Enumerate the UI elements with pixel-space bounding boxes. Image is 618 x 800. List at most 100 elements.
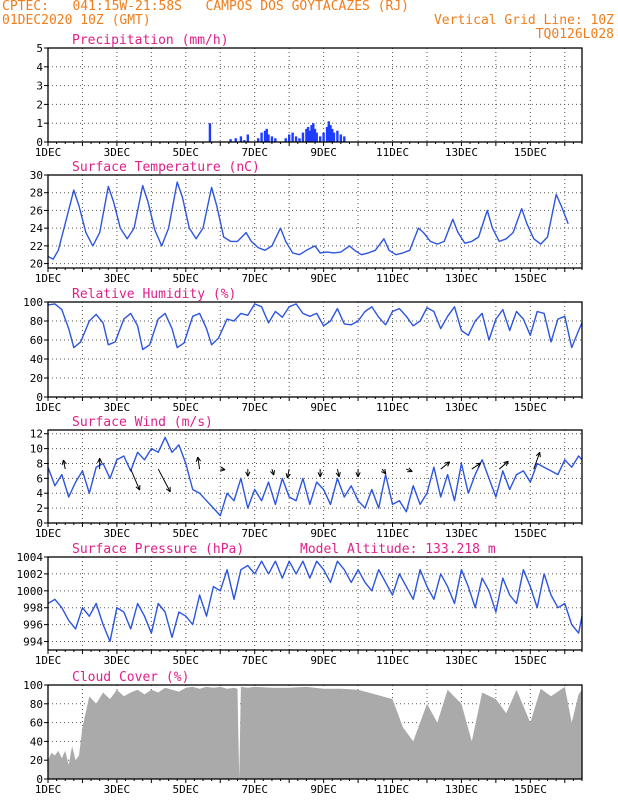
precip-bar bbox=[315, 132, 318, 142]
precip-bar bbox=[332, 132, 336, 142]
x-tick-label: 15DEC bbox=[514, 527, 547, 540]
x-tick-label: 13DEC bbox=[445, 654, 478, 667]
precip-bar bbox=[256, 138, 260, 142]
x-tick-label: 5DEC bbox=[173, 272, 200, 285]
x-tick-label: 7DEC bbox=[241, 146, 268, 159]
wind-arrow-head bbox=[407, 467, 413, 473]
precip-bar bbox=[265, 128, 268, 142]
x-tick-label: 3DEC bbox=[104, 146, 131, 159]
y-tick-label: 0 bbox=[36, 391, 43, 404]
precip-bar bbox=[274, 138, 277, 142]
y-tick-label: 26 bbox=[30, 204, 43, 217]
wind-arrow bbox=[157, 468, 171, 493]
header-model: TQ0126L028 bbox=[535, 27, 614, 42]
x-tick-label: 13DEC bbox=[445, 401, 478, 414]
x-tick-label: 15DEC bbox=[514, 401, 547, 414]
x-tick-label: 1DEC bbox=[35, 783, 62, 796]
y-tick-label: 28 bbox=[30, 187, 43, 200]
precip-bar bbox=[339, 134, 343, 142]
precip-bar bbox=[234, 138, 237, 142]
precip-bar bbox=[336, 130, 339, 142]
precip-bar bbox=[310, 125, 313, 142]
y-tick-label: 10 bbox=[30, 443, 43, 456]
x-tick-label: 11DEC bbox=[376, 272, 409, 285]
precip-bar bbox=[284, 138, 287, 142]
x-tick-label: 1DEC bbox=[35, 401, 62, 414]
x-tick-label: 11DEC bbox=[376, 654, 409, 667]
header-date: 01DEC2020 10Z (GMT) bbox=[2, 13, 151, 28]
panel-title: Cloud Cover (%) bbox=[72, 670, 189, 685]
y-tick-label: 40 bbox=[30, 353, 43, 366]
y-tick-label: 6 bbox=[36, 472, 43, 485]
wind-arrow-head bbox=[335, 471, 341, 478]
x-tick-label: 3DEC bbox=[104, 272, 131, 285]
y-tick-label: 996 bbox=[23, 619, 43, 632]
precip-bar bbox=[325, 126, 329, 142]
panel-title: Surface Temperature (nC) bbox=[72, 160, 260, 175]
series-line bbox=[47, 303, 583, 351]
plot-frame bbox=[47, 174, 583, 269]
x-tick-label: 3DEC bbox=[104, 654, 131, 667]
wind-arrow-head bbox=[381, 468, 387, 475]
precip-bar bbox=[308, 130, 312, 142]
x-tick-label: 13DEC bbox=[445, 527, 478, 540]
precip-bar bbox=[301, 132, 305, 142]
x-tick-label: 13DEC bbox=[445, 272, 478, 285]
precip-bar bbox=[327, 121, 330, 142]
y-tick-label: 2 bbox=[36, 502, 43, 515]
x-tick-label: 5DEC bbox=[173, 401, 200, 414]
x-tick-label: 3DEC bbox=[104, 401, 131, 414]
x-tick-label: 5DEC bbox=[173, 146, 200, 159]
y-tick-label: 20 bbox=[30, 258, 43, 271]
precip-bar bbox=[329, 125, 332, 142]
wind-arrow-head bbox=[503, 460, 509, 467]
wind-arrow-head bbox=[245, 471, 251, 477]
y-tick-label: 100 bbox=[23, 296, 43, 309]
x-tick-label: 15DEC bbox=[514, 272, 547, 285]
x-tick-label: 5DEC bbox=[173, 654, 200, 667]
precip-bar bbox=[313, 128, 317, 142]
wind-arrow bbox=[533, 452, 541, 470]
precip-bar bbox=[263, 130, 267, 142]
x-tick-label: 1DEC bbox=[35, 654, 62, 667]
x-tick-label: 15DEC bbox=[514, 654, 547, 667]
model-altitude: Model Altitude: 133.218 m bbox=[300, 542, 496, 557]
x-tick-label: 9DEC bbox=[310, 527, 337, 540]
precip-bar bbox=[291, 132, 294, 142]
y-tick-label: 80 bbox=[30, 698, 43, 711]
y-tick-label: 1004 bbox=[17, 551, 44, 564]
panel-title: Precipitation (mm/h) bbox=[72, 33, 229, 48]
x-tick-label: 5DEC bbox=[173, 783, 200, 796]
x-tick-label: 1DEC bbox=[35, 272, 62, 285]
wind-arrow-head bbox=[61, 459, 67, 466]
x-tick-label: 7DEC bbox=[241, 272, 268, 285]
x-tick-label: 5DEC bbox=[173, 527, 200, 540]
header-grid-line: Vertical Grid Line: 10Z bbox=[433, 13, 614, 28]
precip-bar bbox=[312, 123, 315, 142]
wind-arrow bbox=[498, 460, 509, 470]
x-tick-label: 13DEC bbox=[445, 783, 478, 796]
y-tick-label: 1002 bbox=[17, 568, 44, 581]
precip-bar bbox=[246, 134, 250, 142]
plot-frame bbox=[47, 556, 583, 651]
wind-arrow bbox=[286, 468, 290, 479]
x-tick-label: 7DEC bbox=[241, 654, 268, 667]
wind-arrow bbox=[197, 456, 201, 470]
y-tick-label: 30 bbox=[30, 169, 43, 182]
x-tick-label: 3DEC bbox=[104, 527, 131, 540]
wind-arrow-head bbox=[475, 462, 482, 468]
wind-arrow-head bbox=[317, 472, 323, 478]
y-tick-label: 0 bbox=[36, 773, 43, 786]
precip-bar bbox=[229, 139, 232, 142]
wind-arrow-head bbox=[535, 451, 541, 458]
precip-bar bbox=[243, 140, 246, 142]
wind-arrow-head bbox=[285, 473, 291, 479]
plot-frame bbox=[47, 47, 583, 143]
x-tick-label: 7DEC bbox=[241, 783, 268, 796]
y-tick-label: 1 bbox=[36, 117, 43, 130]
y-tick-label: 80 bbox=[30, 315, 43, 328]
cloud-area bbox=[48, 686, 582, 779]
y-tick-label: 994 bbox=[23, 636, 43, 649]
y-tick-label: 20 bbox=[30, 372, 43, 385]
